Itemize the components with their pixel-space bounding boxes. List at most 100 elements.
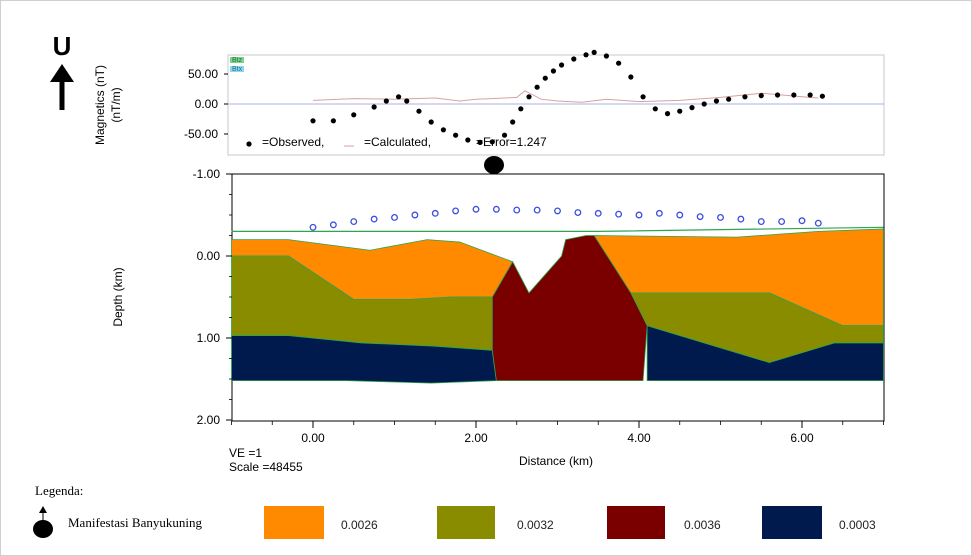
legend-calculated-text: =Calculated, <box>364 135 431 149</box>
station-point <box>472 205 480 213</box>
legend-swatch-3 <box>762 506 822 539</box>
depth-panel: -1.00 0.00 1.00 2.00 0.00 2.00 4.00 6.00 Depth… <box>111 167 885 474</box>
observed-point <box>791 92 797 98</box>
depth-x-ticks: 0.00 2.00 4.00 6.00 <box>231 421 884 445</box>
station-point <box>696 213 704 221</box>
station-point <box>350 218 358 226</box>
magnetics-y-tick-label: -50.00 <box>184 127 218 141</box>
magnetics-panel: Btz Btx 50.00 0.00 -50.00 Magnetics (nT) (… <box>93 49 885 156</box>
magnetic-station-points <box>309 205 822 231</box>
vertical-exaggeration-label: VE =1 <box>229 446 262 460</box>
depth-y-tick-label: 1.00 <box>197 331 221 345</box>
observed-point <box>664 111 671 117</box>
station-point <box>574 209 582 216</box>
observed-point <box>807 92 813 98</box>
observed-point <box>640 94 646 100</box>
magnetics-y-ticks: 50.00 0.00 -50.00 <box>184 67 228 141</box>
depth-y-tick-label: -1.00 <box>193 167 221 181</box>
observed-point <box>603 53 610 59</box>
observed-point <box>542 75 548 81</box>
observed-point <box>616 60 622 66</box>
legend-observed-text: =Observed, <box>262 135 324 149</box>
manifestation-marker-icon <box>484 156 504 174</box>
depth-y-tick-label: 2.00 <box>197 413 221 427</box>
station-point <box>737 215 745 223</box>
station-point <box>778 218 786 226</box>
station-point <box>533 206 541 214</box>
station-point <box>814 219 822 227</box>
depth-x-tick-label: 0.00 <box>301 431 325 445</box>
observed-point <box>726 96 732 102</box>
observed-point <box>416 108 422 114</box>
observed-point <box>526 94 532 100</box>
depth-x-tick-label: 2.00 <box>464 431 488 445</box>
observed-point <box>440 127 446 133</box>
legend-observed-marker <box>246 141 252 147</box>
legend-swatch-1 <box>437 506 495 539</box>
magnetics-y-tick-label: 50.00 <box>188 67 218 81</box>
observed-point <box>550 68 557 74</box>
observed-point <box>351 112 357 118</box>
observed-point <box>558 62 565 68</box>
topography-line <box>231 226 884 232</box>
legend-manifestation-icon <box>33 506 53 538</box>
observed-point <box>652 106 658 112</box>
observed-point <box>453 132 459 138</box>
legend-swatch-0 <box>264 506 324 539</box>
observed-point <box>501 132 508 138</box>
depth-y-tick-label: 0.00 <box>197 249 221 263</box>
observed-point <box>465 137 471 143</box>
observed-point <box>534 84 540 90</box>
observed-point <box>330 118 336 124</box>
observed-point <box>742 94 748 100</box>
scale-label: Scale =48455 <box>229 460 303 474</box>
station-point <box>329 221 337 229</box>
station-point <box>309 223 317 231</box>
legend-title: Legenda: <box>35 483 84 498</box>
observed-point <box>677 108 683 114</box>
depth-x-tick-label: 6.00 <box>790 431 814 445</box>
observed-point <box>628 74 634 80</box>
station-point <box>655 209 663 217</box>
station-point <box>513 206 521 214</box>
magnetics-y-label-line1: Magnetics (nT) <box>93 65 107 145</box>
observed-point <box>571 56 577 62</box>
observed-point <box>774 92 781 98</box>
legend-label-0: 0.0026 <box>341 518 378 532</box>
station-point <box>798 217 806 225</box>
station-point <box>615 210 623 218</box>
station-point <box>594 209 602 217</box>
calculated-series-line <box>312 90 819 103</box>
station-point <box>757 218 765 226</box>
mini-legend-swatch-btz <box>230 57 244 63</box>
legend-manifestation-label: Manifestasi Banyukuning <box>68 515 202 530</box>
observed-point <box>489 139 495 145</box>
mini-legend-swatch-btx <box>230 66 244 72</box>
station-point <box>554 207 561 215</box>
legend-error-text: =Error=1.247 <box>476 135 547 149</box>
observed-point <box>428 119 434 125</box>
depth-y-label: Depth (km) <box>111 267 125 326</box>
observed-point <box>371 104 377 110</box>
depth-x-label: Distance (km) <box>519 454 593 468</box>
observed-point <box>518 106 524 112</box>
observed-point <box>713 98 720 104</box>
observed-point <box>758 93 764 99</box>
legend-label-2: 0.0036 <box>684 518 721 532</box>
station-point <box>431 209 439 217</box>
station-point <box>370 215 378 223</box>
station-point <box>635 211 643 219</box>
observed-series <box>310 49 825 145</box>
body-0.0036 <box>491 235 648 382</box>
observed-point <box>701 101 707 107</box>
observed-point <box>583 52 589 58</box>
legend-label-3: 0.0003 <box>839 518 876 532</box>
observed-point <box>383 98 389 104</box>
north-arrow-letter: U <box>53 31 72 61</box>
body-0.0003 <box>646 325 884 382</box>
depth-x-tick-label: 4.00 <box>627 431 651 445</box>
observed-point <box>510 119 516 125</box>
north-arrow-icon <box>50 64 74 110</box>
station-point <box>492 205 500 213</box>
legend-swatch-2 <box>607 506 665 539</box>
